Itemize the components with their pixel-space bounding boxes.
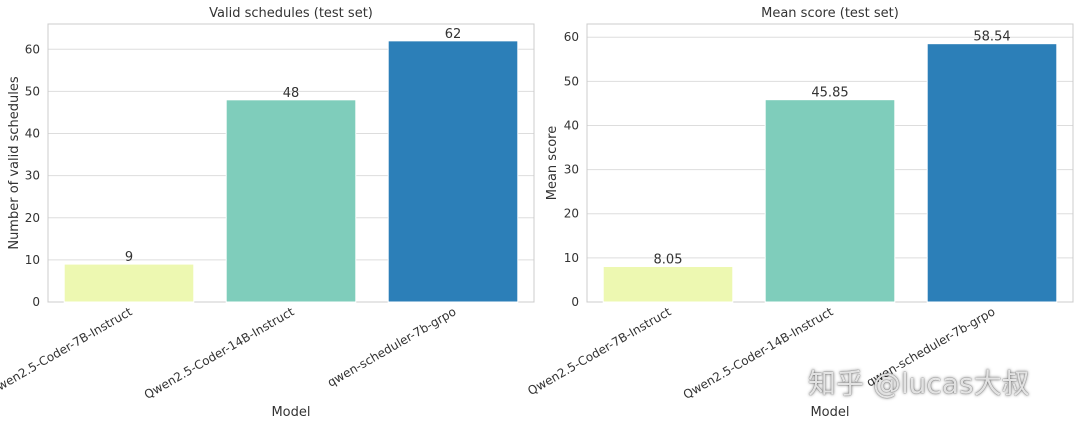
chart-title: Mean score (test set) — [761, 6, 899, 21]
bar — [926, 43, 1058, 303]
y-tick-label: 0 — [32, 295, 40, 309]
x-tick-label: qwen-scheduler-7b-grpo — [325, 304, 459, 389]
watermark-text: 知乎 @lucas大叔 — [808, 367, 1030, 400]
y-tick-label: 30 — [25, 169, 40, 183]
bar — [225, 99, 357, 303]
y-tick-label: 20 — [25, 211, 40, 225]
y-tick-label: 50 — [25, 84, 40, 98]
y-tick-label: 40 — [25, 127, 40, 141]
bar — [764, 99, 896, 303]
bar-value-label: 58.54 — [973, 30, 1010, 45]
y-tick-label: 0 — [571, 295, 579, 309]
bar — [63, 263, 195, 303]
bar — [602, 265, 734, 303]
x-tick-label: Qwen2.5-Coder-14B-Instruct — [142, 304, 297, 402]
x-axis-label: Model — [810, 405, 849, 420]
y-tick-label: 60 — [25, 42, 40, 56]
chart-1: 0 10 20 30 40 50 60 9 Qwen2.5-Coder-7B-Instruct 4… — [0, 6, 535, 420]
y-tick-label: 60 — [564, 30, 579, 44]
x-axis-label: Model — [271, 405, 310, 420]
y-axis-label: Mean score — [545, 126, 560, 200]
y-tick-label: 30 — [564, 163, 579, 177]
bar-value-label: 48 — [283, 86, 300, 101]
bar-value-label: 45.85 — [811, 86, 848, 101]
chart-2: 0 10 20 30 40 50 60 8.05 Qwen2.5-Coder-7B-Instru… — [525, 6, 1074, 420]
y-tick-label: 50 — [564, 74, 579, 88]
bar-value-label: 62 — [445, 27, 462, 42]
y-axis-label: Number of valid schedules — [7, 76, 22, 250]
y-tick-label: 40 — [564, 118, 579, 132]
x-tick-label: Qwen2.5-Coder-7B-Instruct — [0, 304, 135, 398]
bar-value-label: 8.05 — [654, 252, 683, 267]
y-tick-label: 20 — [564, 207, 579, 221]
chart-title: Valid schedules (test set) — [209, 6, 373, 21]
x-tick-label: Qwen2.5-Coder-7B-Instruct — [525, 304, 673, 398]
bar-value-label: 9 — [125, 250, 133, 265]
bar — [387, 40, 519, 303]
y-tick-label: 10 — [564, 251, 579, 265]
y-tick-label: 10 — [25, 253, 40, 267]
